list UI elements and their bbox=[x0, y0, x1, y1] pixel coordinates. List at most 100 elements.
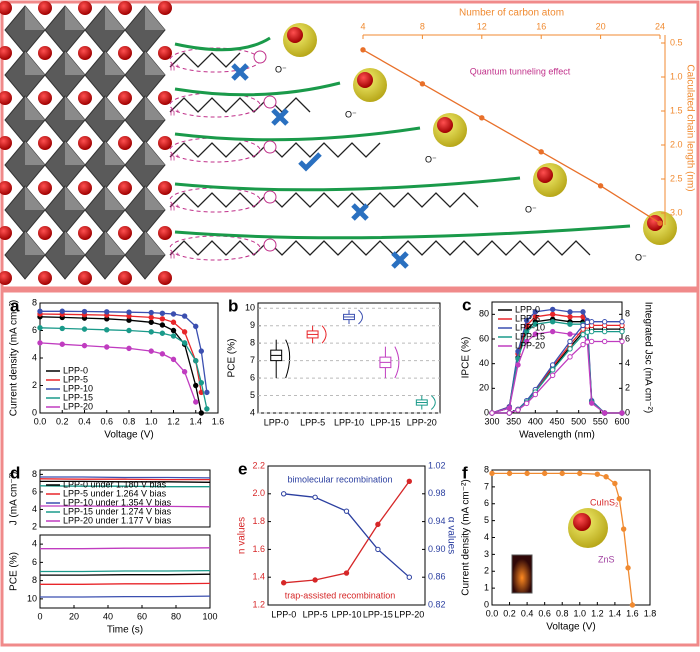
data-point bbox=[580, 322, 586, 329]
octahedron-face bbox=[105, 51, 125, 75]
y-axis-label: J (mA cm⁻²) bbox=[9, 472, 20, 526]
atom bbox=[0, 46, 12, 60]
data-point bbox=[532, 391, 539, 398]
y-axis-label: Current density (mA cm⁻²) bbox=[9, 300, 20, 416]
legend-label: LPP-0 bbox=[515, 304, 540, 314]
atom bbox=[38, 181, 52, 195]
y2-tick-label: 0.86 bbox=[428, 572, 446, 582]
data-point bbox=[375, 521, 381, 528]
y2-tick-label: 4 bbox=[625, 358, 630, 368]
data-point bbox=[549, 306, 556, 313]
hole-label: h⁺ bbox=[170, 107, 180, 117]
y2-tick-label: 0.90 bbox=[428, 544, 446, 554]
hole-label: h⁺ bbox=[170, 250, 180, 260]
data-point bbox=[506, 470, 513, 477]
data-point bbox=[629, 602, 636, 608]
y2-tick-label: 0.98 bbox=[428, 488, 446, 498]
data-point bbox=[159, 310, 166, 317]
data-point bbox=[59, 308, 65, 314]
x-tick-label: 450 bbox=[549, 416, 564, 426]
y-tick-label: 4 bbox=[250, 407, 255, 417]
y-tick-label: 0.5 bbox=[670, 37, 683, 47]
blocked-mark bbox=[351, 203, 369, 221]
legend-label: LPP-15 bbox=[515, 331, 545, 341]
octahedron-face bbox=[25, 141, 45, 165]
atom bbox=[0, 1, 12, 15]
data-point bbox=[567, 309, 573, 315]
y2-tick-label: 0 bbox=[625, 407, 630, 417]
y-tick-label: 1.4 bbox=[252, 572, 265, 582]
data-point bbox=[170, 311, 177, 317]
octahedron-face bbox=[145, 141, 165, 165]
y-tick-label: 60 bbox=[479, 333, 489, 343]
data-point bbox=[198, 410, 205, 416]
atom bbox=[38, 46, 52, 60]
data-point bbox=[567, 346, 573, 352]
octahedron-face bbox=[145, 96, 165, 120]
data-point bbox=[549, 362, 556, 368]
legend-label: LPP-5 under 1.264 V bias bbox=[63, 488, 167, 498]
octahedron-face bbox=[65, 141, 85, 165]
y-axis-label: IPCE (%) bbox=[461, 337, 472, 379]
series-line bbox=[39, 485, 210, 488]
atom bbox=[118, 271, 132, 285]
tunnel-arrow bbox=[174, 176, 521, 192]
data-point bbox=[198, 348, 205, 354]
data-point bbox=[81, 342, 88, 349]
atom bbox=[78, 46, 92, 60]
annotation: Quantum tunneling effect bbox=[470, 66, 571, 76]
x-tick-label: 0.0 bbox=[34, 416, 47, 426]
data-point bbox=[567, 314, 573, 320]
hole-label: h⁺ bbox=[170, 202, 180, 212]
data-point bbox=[489, 470, 495, 477]
y-tick-label: 8 bbox=[32, 297, 37, 307]
y-tick-label: 8 bbox=[484, 464, 489, 474]
octahedron-face bbox=[145, 51, 165, 75]
atom bbox=[118, 1, 132, 15]
y-tick-label: 7 bbox=[484, 481, 489, 491]
atom bbox=[118, 46, 132, 60]
x-tick-label: 0.2 bbox=[503, 608, 516, 618]
data-point bbox=[515, 362, 521, 368]
y-tick-label: 4 bbox=[32, 504, 37, 514]
octahedron-face bbox=[25, 51, 45, 75]
series-line bbox=[40, 569, 211, 573]
data-point bbox=[580, 341, 586, 348]
x-tick-label: LPP-5 bbox=[300, 417, 325, 427]
y2-tick-label: 1.02 bbox=[428, 460, 446, 470]
x-tick-label: LPP-20 bbox=[394, 609, 424, 619]
y-tick-label: 6 bbox=[484, 498, 489, 508]
atom bbox=[0, 271, 12, 285]
data-point bbox=[625, 565, 631, 571]
data-point bbox=[612, 480, 618, 487]
data-point bbox=[343, 570, 350, 576]
legend-label: LPP-15 bbox=[63, 392, 93, 402]
x-axis-label: Voltage (V) bbox=[104, 430, 153, 441]
qd-core bbox=[357, 72, 373, 88]
x-tick-label: 0.0 bbox=[486, 608, 499, 618]
charge bbox=[263, 238, 277, 252]
y-tick-label: 1.6 bbox=[252, 544, 265, 554]
octahedron-face bbox=[105, 231, 125, 255]
data-point bbox=[81, 326, 88, 332]
panel-letter: d bbox=[10, 463, 20, 482]
x-tick-label: 8 bbox=[420, 21, 425, 31]
hole-label: h⁺ bbox=[170, 152, 180, 162]
y-axis-label: PCE (%) bbox=[227, 339, 238, 378]
atom bbox=[0, 226, 12, 240]
y-tick-label: 2.0 bbox=[670, 139, 683, 149]
y-axis-label: Calculated chain length (nm) bbox=[684, 64, 695, 191]
data-point bbox=[532, 309, 539, 315]
x-tick-label: 1.2 bbox=[591, 608, 604, 618]
x-tick-label: 0.4 bbox=[521, 608, 534, 618]
legend-label: LPP-0 under 1.180 V bias bbox=[63, 479, 167, 489]
data-point bbox=[148, 348, 154, 354]
series-line bbox=[39, 478, 210, 481]
atom bbox=[38, 1, 52, 15]
ion-label: O⁻ bbox=[425, 154, 437, 164]
x-tick-label: 1.6 bbox=[212, 416, 225, 426]
data-point bbox=[170, 333, 177, 339]
tunnel-arrow bbox=[174, 224, 631, 240]
y-tick-label: 0 bbox=[32, 407, 37, 417]
tunnel-arrow bbox=[174, 126, 421, 142]
